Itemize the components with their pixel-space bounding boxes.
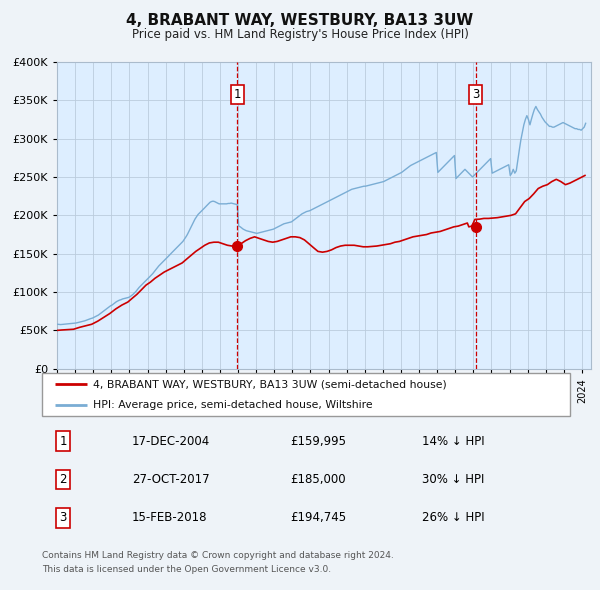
Text: 15-FEB-2018: 15-FEB-2018 — [132, 511, 207, 525]
Text: 30% ↓ HPI: 30% ↓ HPI — [422, 473, 485, 486]
Text: HPI: Average price, semi-detached house, Wiltshire: HPI: Average price, semi-detached house,… — [93, 401, 373, 410]
Text: 1: 1 — [233, 88, 241, 101]
Text: 27-OCT-2017: 27-OCT-2017 — [132, 473, 209, 486]
Text: £159,995: £159,995 — [290, 434, 346, 448]
Text: Price paid vs. HM Land Registry's House Price Index (HPI): Price paid vs. HM Land Registry's House … — [131, 28, 469, 41]
Text: 17-DEC-2004: 17-DEC-2004 — [132, 434, 210, 448]
Text: £185,000: £185,000 — [290, 473, 346, 486]
Text: 4, BRABANT WAY, WESTBURY, BA13 3UW: 4, BRABANT WAY, WESTBURY, BA13 3UW — [127, 13, 473, 28]
Text: £194,745: £194,745 — [290, 511, 346, 525]
Text: 1: 1 — [59, 434, 67, 448]
Text: 14% ↓ HPI: 14% ↓ HPI — [422, 434, 485, 448]
Text: Contains HM Land Registry data © Crown copyright and database right 2024.: Contains HM Land Registry data © Crown c… — [42, 550, 394, 559]
Text: 3: 3 — [59, 511, 67, 525]
Text: 26% ↓ HPI: 26% ↓ HPI — [422, 511, 485, 525]
Text: 4, BRABANT WAY, WESTBURY, BA13 3UW (semi-detached house): 4, BRABANT WAY, WESTBURY, BA13 3UW (semi… — [93, 379, 447, 389]
Text: 2: 2 — [59, 473, 67, 486]
Text: This data is licensed under the Open Government Licence v3.0.: This data is licensed under the Open Gov… — [42, 565, 331, 574]
FancyBboxPatch shape — [42, 373, 570, 416]
Text: 3: 3 — [472, 88, 479, 101]
